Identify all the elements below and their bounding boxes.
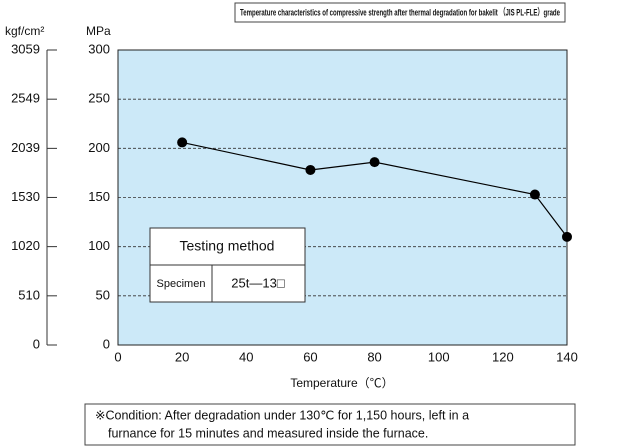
x-tick-label: 40	[239, 349, 253, 364]
title-box	[234, 2, 566, 23]
x-axis-label: Temperature（℃）	[290, 376, 393, 390]
chart-title: Temperature characteristics of compressi…	[240, 7, 560, 19]
x-tick-label: 60	[303, 349, 317, 364]
y2-tick-label: 2039	[11, 140, 40, 155]
table-header: Testing method	[180, 238, 275, 254]
y-tick-label: 300	[88, 41, 110, 56]
y2-axis-label: kgf/cm²	[5, 24, 44, 38]
x-tick-label: 0	[114, 349, 121, 364]
table-value: 25t—13□	[231, 275, 285, 290]
marker	[305, 164, 316, 175]
y-tick-label: 0	[103, 336, 110, 351]
marker	[562, 231, 572, 242]
y-tick-label: 250	[88, 91, 110, 106]
y2-tick-label: 0	[33, 336, 40, 351]
marker	[369, 157, 380, 168]
x-tick-label: 100	[428, 349, 450, 364]
note-line: furnance for 15 minutes and measured ins…	[108, 426, 428, 440]
note-box	[84, 403, 576, 446]
x-tick-label: 140	[556, 349, 578, 364]
marker	[177, 137, 188, 148]
y2-tick-label: 1020	[11, 238, 40, 253]
table-label: Specimen	[157, 278, 206, 290]
y-tick-label: 150	[88, 189, 110, 204]
x-tick-label: 80	[367, 349, 381, 364]
y2-tick-label: 1530	[11, 189, 40, 204]
y-tick-label: 200	[88, 140, 110, 155]
y-axis-label: MPa	[86, 24, 111, 38]
y-tick-label: 50	[96, 287, 110, 302]
note-line: ※Condition: After degradation under 130℃…	[95, 408, 469, 422]
x-tick-label: 120	[492, 349, 514, 364]
y2-tick-label: 3059	[11, 41, 40, 56]
y-tick-label: 100	[88, 238, 110, 253]
marker	[529, 189, 540, 200]
y2-tick-label: 2549	[11, 91, 40, 106]
y2-tick-label: 510	[18, 287, 40, 302]
x-tick-label: 20	[175, 349, 189, 364]
plot-border	[117, 49, 568, 346]
